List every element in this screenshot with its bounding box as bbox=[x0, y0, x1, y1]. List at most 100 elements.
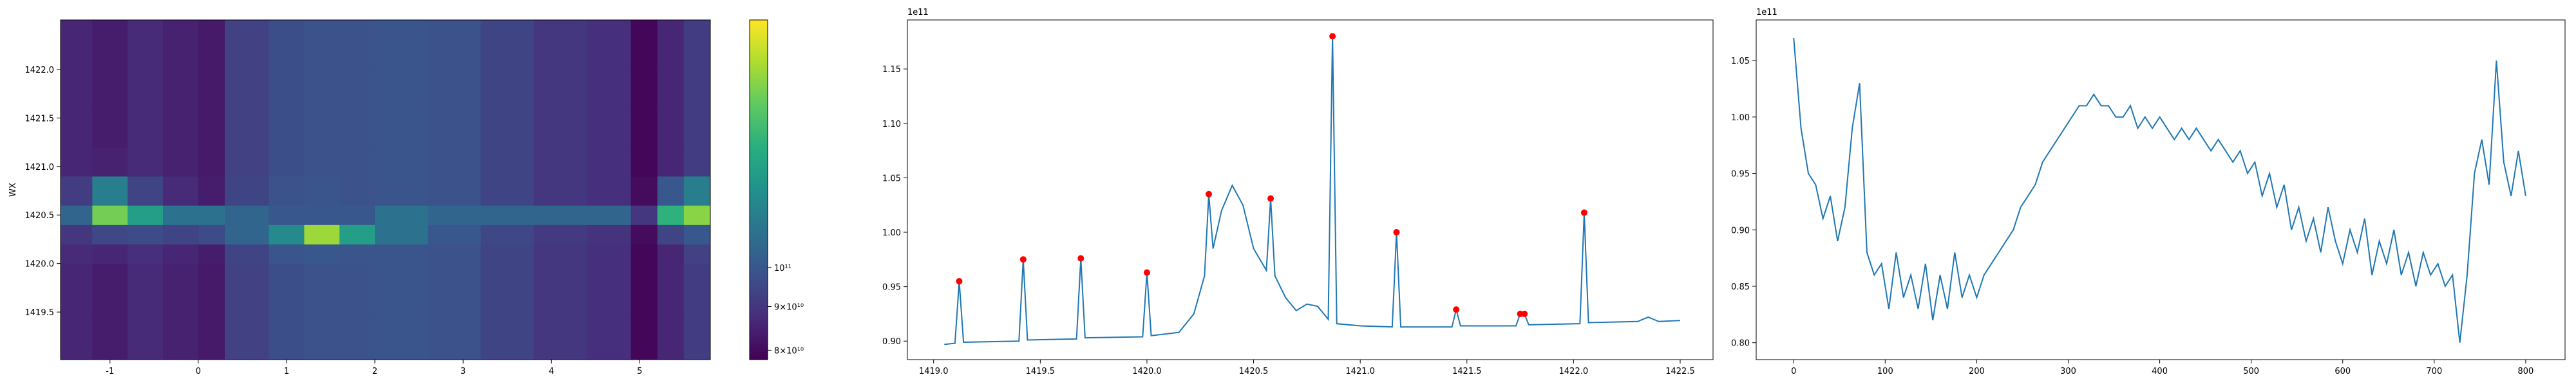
heat-cell bbox=[630, 176, 658, 206]
heat-cell bbox=[630, 147, 658, 177]
heat-cell bbox=[428, 176, 482, 206]
peak-marker bbox=[1521, 310, 1528, 317]
heat-cell bbox=[375, 108, 428, 148]
peak-marker bbox=[1329, 33, 1336, 40]
heat-cell bbox=[375, 205, 428, 225]
heat-cell bbox=[683, 225, 711, 244]
heat-cell bbox=[683, 147, 711, 177]
heat-cell bbox=[587, 312, 632, 360]
heat-cell bbox=[375, 69, 428, 109]
heat-cell bbox=[657, 244, 685, 264]
x-tick-label: 0 bbox=[1791, 367, 1796, 376]
heat-cell bbox=[269, 176, 305, 206]
heat-cell bbox=[657, 147, 685, 177]
heat-cell bbox=[92, 225, 128, 244]
heat-cell bbox=[375, 147, 428, 177]
heat-cell bbox=[657, 225, 685, 244]
heat-cell bbox=[269, 69, 305, 109]
x-tick-label: 300 bbox=[2060, 367, 2076, 376]
heat-cell bbox=[375, 225, 428, 244]
heat-cell bbox=[92, 176, 128, 206]
colorbar-tick-label: 9×10¹⁰ bbox=[774, 303, 804, 313]
heat-cell bbox=[428, 263, 482, 313]
heat-cell bbox=[480, 147, 535, 177]
heat-cell bbox=[198, 263, 225, 313]
x-tick-label: 3 bbox=[460, 367, 466, 376]
heat-cell bbox=[339, 205, 375, 225]
heat-cell bbox=[480, 263, 535, 313]
heat-cell bbox=[61, 225, 93, 244]
y-tick-label: 1421.0 bbox=[25, 163, 55, 172]
heat-cell bbox=[269, 263, 305, 313]
heat-cell bbox=[339, 312, 375, 360]
heat-cell bbox=[428, 69, 482, 109]
heat-cell bbox=[61, 205, 93, 225]
heat-cell bbox=[224, 263, 270, 313]
y-axis-label: WX bbox=[8, 183, 18, 197]
heat-cell bbox=[128, 225, 164, 244]
x-tick-label: 1 bbox=[284, 367, 289, 376]
heat-cell bbox=[269, 312, 305, 360]
peak-marker bbox=[1143, 269, 1150, 276]
heat-cell bbox=[480, 225, 535, 244]
peak-marker bbox=[1393, 229, 1400, 235]
heat-cell bbox=[683, 312, 711, 360]
y-tick-label: 1420.5 bbox=[25, 211, 55, 221]
heat-cell bbox=[224, 20, 270, 70]
heat-cell bbox=[269, 20, 305, 70]
heat-cell bbox=[61, 20, 93, 70]
heat-cell bbox=[428, 312, 482, 360]
heat-cell bbox=[163, 244, 199, 264]
heat-cell bbox=[657, 20, 685, 70]
heat-cell bbox=[630, 244, 658, 264]
heat-cell bbox=[304, 225, 340, 244]
x-tick-label: 1419.0 bbox=[919, 367, 949, 376]
heat-cell bbox=[339, 225, 375, 244]
peak-marker bbox=[1580, 209, 1587, 216]
heat-cell bbox=[480, 312, 535, 360]
line-series bbox=[1793, 37, 2526, 343]
heat-cell bbox=[657, 176, 685, 206]
heat-cell bbox=[128, 20, 164, 70]
heat-cell bbox=[533, 225, 587, 244]
heat-cell bbox=[224, 312, 270, 360]
heat-cell bbox=[533, 108, 587, 148]
y-tick-label: 1421.5 bbox=[25, 114, 55, 124]
heat-cell bbox=[428, 108, 482, 148]
x-tick-label: 600 bbox=[2334, 367, 2351, 376]
x-tick-label: 500 bbox=[2243, 367, 2259, 376]
x-tick-label: 1420.5 bbox=[1239, 367, 1269, 376]
heat-cell bbox=[163, 69, 199, 109]
heat-cell bbox=[480, 20, 535, 70]
heat-cell bbox=[198, 20, 225, 70]
heat-cell bbox=[128, 263, 164, 313]
heat-cell bbox=[587, 205, 632, 225]
heat-cell bbox=[128, 244, 164, 264]
heat-cell bbox=[163, 312, 199, 360]
y-tick-label: 1419.5 bbox=[25, 308, 55, 318]
heat-cell bbox=[224, 244, 270, 264]
y-tick-label: 1.00 bbox=[882, 228, 901, 238]
heat-cell bbox=[587, 147, 632, 177]
heat-cell bbox=[533, 176, 587, 206]
heat-cell bbox=[587, 176, 632, 206]
heat-cell bbox=[480, 69, 535, 109]
y-tick-label: 1.15 bbox=[882, 65, 901, 75]
heat-cell bbox=[304, 20, 340, 70]
heat-cell bbox=[339, 69, 375, 109]
heat-cell bbox=[198, 312, 225, 360]
heat-cell bbox=[304, 147, 340, 177]
heat-cell bbox=[480, 176, 535, 206]
heat-cell bbox=[304, 69, 340, 109]
heat-cell bbox=[657, 312, 685, 360]
heat-cell bbox=[587, 263, 632, 313]
y-tick-label: 0.95 bbox=[882, 283, 901, 293]
heat-cell bbox=[61, 312, 93, 360]
x-tick-label: 5 bbox=[637, 367, 642, 376]
heat-cell bbox=[683, 108, 711, 148]
x-tick-label: 700 bbox=[2426, 367, 2442, 376]
heat-cell bbox=[224, 108, 270, 148]
heat-cell bbox=[224, 147, 270, 177]
heat-cell bbox=[657, 263, 685, 313]
